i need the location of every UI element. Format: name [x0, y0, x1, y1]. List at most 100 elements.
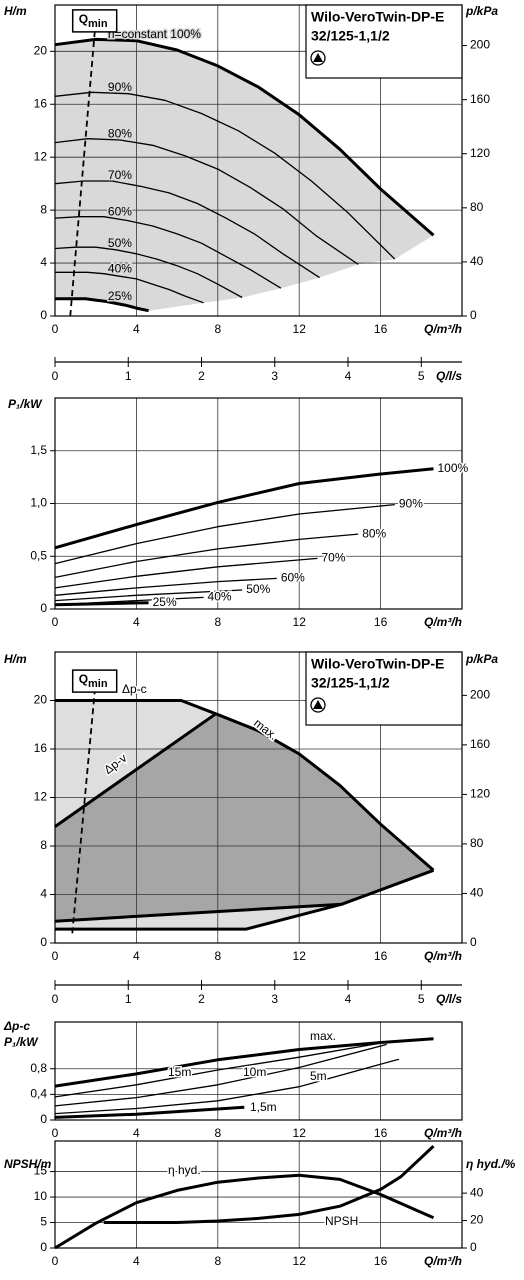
- x-axis-label: Q/m³/h: [424, 1254, 462, 1268]
- y-tick-label: 20: [34, 693, 48, 707]
- curve-label: 60%: [281, 571, 305, 585]
- y-tick-label: 0: [40, 601, 47, 615]
- plot-border: [54, 397, 463, 610]
- x-tick-label: 0: [52, 615, 59, 629]
- y-tick-label: 0,8: [30, 1061, 47, 1075]
- curve: [54, 712, 217, 828]
- x2-tick-label: 1: [125, 369, 132, 383]
- curve: [54, 180, 320, 279]
- y-tick-label: 10: [34, 1189, 48, 1203]
- curve: [54, 1043, 387, 1107]
- curve-label: 25%: [153, 595, 177, 609]
- x-axis-label: Q/m³/h: [424, 1126, 462, 1140]
- x-tick-label: 16: [374, 322, 388, 336]
- y2-tick-label: 0: [470, 308, 477, 322]
- y-tick-label: 0,5: [30, 548, 47, 562]
- qmin-line: [71, 681, 97, 934]
- x-tick-label: 8: [214, 615, 221, 629]
- x2-tick-label: 4: [345, 992, 352, 1006]
- curve: [103, 1145, 435, 1224]
- title-box: [305, 651, 463, 726]
- qmin-label: Qmin: [79, 12, 108, 30]
- qmin-box: [71, 9, 118, 33]
- curve-label: 1,5m: [250, 1100, 277, 1114]
- x-tick-label: 8: [214, 1126, 221, 1140]
- plot-border: [54, 4, 463, 317]
- curve-label: η hyd.: [168, 1163, 201, 1177]
- x-tick-label: 8: [214, 322, 221, 336]
- y-axis-label: H/m: [4, 652, 27, 666]
- x-tick-label: 12: [293, 615, 307, 629]
- x-tick-label: 12: [293, 322, 307, 336]
- y-axis-label: H/m: [4, 4, 27, 18]
- y2-tick-label: 40: [470, 886, 484, 900]
- plot-area: [55, 1141, 462, 1248]
- x-tick-label: 4: [133, 615, 140, 629]
- y-tick-label: 8: [40, 838, 47, 852]
- curve-label: 50%: [246, 582, 270, 596]
- y-tick-label: 0: [40, 935, 47, 949]
- curve: [54, 246, 243, 299]
- y2-tick-label: 20: [470, 1213, 484, 1227]
- y-axis-label: P₁/kW: [4, 1035, 39, 1049]
- curve: [54, 467, 434, 550]
- curve: [54, 138, 359, 265]
- x2-axis-label: Q/l/s: [436, 369, 462, 383]
- curve-label: 60%: [108, 205, 132, 219]
- x-tick-label: 12: [293, 1254, 307, 1268]
- x2-tick-label: 5: [418, 992, 425, 1006]
- x2-tick-label: 1: [125, 992, 132, 1006]
- qmin-q: Q: [79, 672, 88, 686]
- curve: [54, 902, 342, 923]
- title: Wilo-VeroTwin-DP-E: [311, 9, 444, 25]
- y-tick-label: 5: [40, 1215, 47, 1229]
- operating-range: [55, 39, 434, 311]
- x-tick-label: 16: [374, 1126, 388, 1140]
- curve-label: n=constant 100%: [108, 27, 201, 41]
- y2-tick-label: 0: [470, 1240, 477, 1254]
- y-tick-label: 4: [40, 255, 47, 269]
- y2-axis-label: p/kPa: [465, 4, 498, 18]
- curve: [54, 1037, 434, 1088]
- y-tick-label: 12: [34, 790, 48, 804]
- y-tick-label: 0: [40, 1112, 47, 1126]
- x2-tick-label: 3: [271, 369, 278, 383]
- curve: [55, 297, 149, 313]
- x2-tick-label: 3: [271, 992, 278, 1006]
- x-tick-label: 0: [52, 322, 59, 336]
- x2-tick-label: 0: [52, 369, 59, 383]
- y-tick-label: 1,5: [30, 443, 47, 457]
- y-tick-label: 1,0: [30, 496, 47, 510]
- x2-tick-label: 2: [198, 992, 205, 1006]
- subtitle: 32/125-1,1/2: [311, 675, 390, 691]
- curve: [54, 533, 359, 579]
- x2-tick-label: 5: [418, 369, 425, 383]
- qmin-label: Qmin: [79, 672, 108, 690]
- x-axis-label: Q/m³/h: [424, 615, 462, 629]
- curve: [55, 868, 435, 931]
- y-tick-label: 15: [34, 1164, 48, 1178]
- x-tick-label: 16: [374, 615, 388, 629]
- x2-tick-label: 4: [345, 369, 352, 383]
- curve: [54, 1173, 435, 1250]
- y-axis-label: P₁/kW: [8, 397, 43, 411]
- x-tick-label: 16: [374, 949, 388, 963]
- x2-tick-label: 0: [52, 992, 59, 1006]
- curve: [55, 271, 204, 304]
- y-tick-label: 0: [40, 1240, 47, 1254]
- x-axis-label: Q/m³/h: [424, 949, 462, 963]
- curve-label: 40%: [108, 261, 132, 275]
- x-tick-label: 12: [293, 949, 307, 963]
- y-tick-label: 16: [34, 96, 48, 110]
- x-axis-label: Q/m³/h: [424, 322, 462, 336]
- curve: [215, 712, 435, 872]
- x-tick-label: 0: [52, 1126, 59, 1140]
- curve: [55, 699, 217, 716]
- y2-tick-label: 200: [470, 38, 490, 52]
- subtitle: 32/125-1,1/2: [311, 28, 390, 44]
- x-tick-label: 16: [374, 1254, 388, 1268]
- y-tick-label: 0: [40, 308, 47, 322]
- title-box: [305, 4, 463, 79]
- x2-axis-label: Q/l/s: [436, 992, 462, 1006]
- curve-label: 50%: [108, 236, 132, 250]
